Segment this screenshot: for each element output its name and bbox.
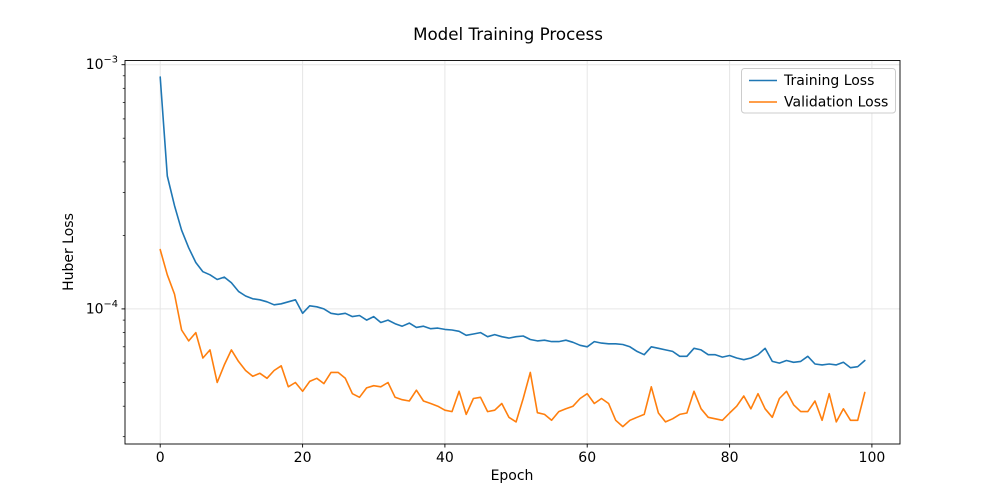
legend-entry-training: Training Loss bbox=[749, 73, 874, 89]
series-lines bbox=[159, 76, 866, 428]
legend-entry-validation: Validation Loss bbox=[749, 95, 888, 111]
series-line bbox=[159, 76, 866, 369]
x-tick-label: 0 bbox=[156, 450, 165, 466]
x-tick-label: 60 bbox=[578, 450, 596, 466]
y-tick-label: 10−3 bbox=[86, 55, 118, 74]
plot-frame bbox=[124, 60, 901, 445]
series-line bbox=[159, 248, 866, 428]
x-tick-label: 20 bbox=[294, 450, 312, 466]
x-axis-label: Epoch bbox=[491, 468, 534, 484]
legend-label-training: Training Loss bbox=[783, 73, 874, 89]
axis-ticks: 0 20 40 60 80 100 10−3 10−4 bbox=[86, 55, 886, 466]
y-axis-label: Huber Loss bbox=[61, 213, 77, 291]
chart-title: Model Training Process bbox=[413, 24, 603, 44]
y-tick-label: 10−4 bbox=[86, 299, 118, 318]
x-tick-label: 100 bbox=[859, 450, 886, 466]
legend-box bbox=[741, 68, 896, 114]
legend: Training Loss Validation Loss bbox=[741, 68, 896, 114]
legend-label-validation: Validation Loss bbox=[784, 95, 888, 111]
x-tick-label: 80 bbox=[721, 450, 739, 466]
gridlines bbox=[125, 60, 900, 444]
x-tick-label: 40 bbox=[436, 450, 454, 466]
